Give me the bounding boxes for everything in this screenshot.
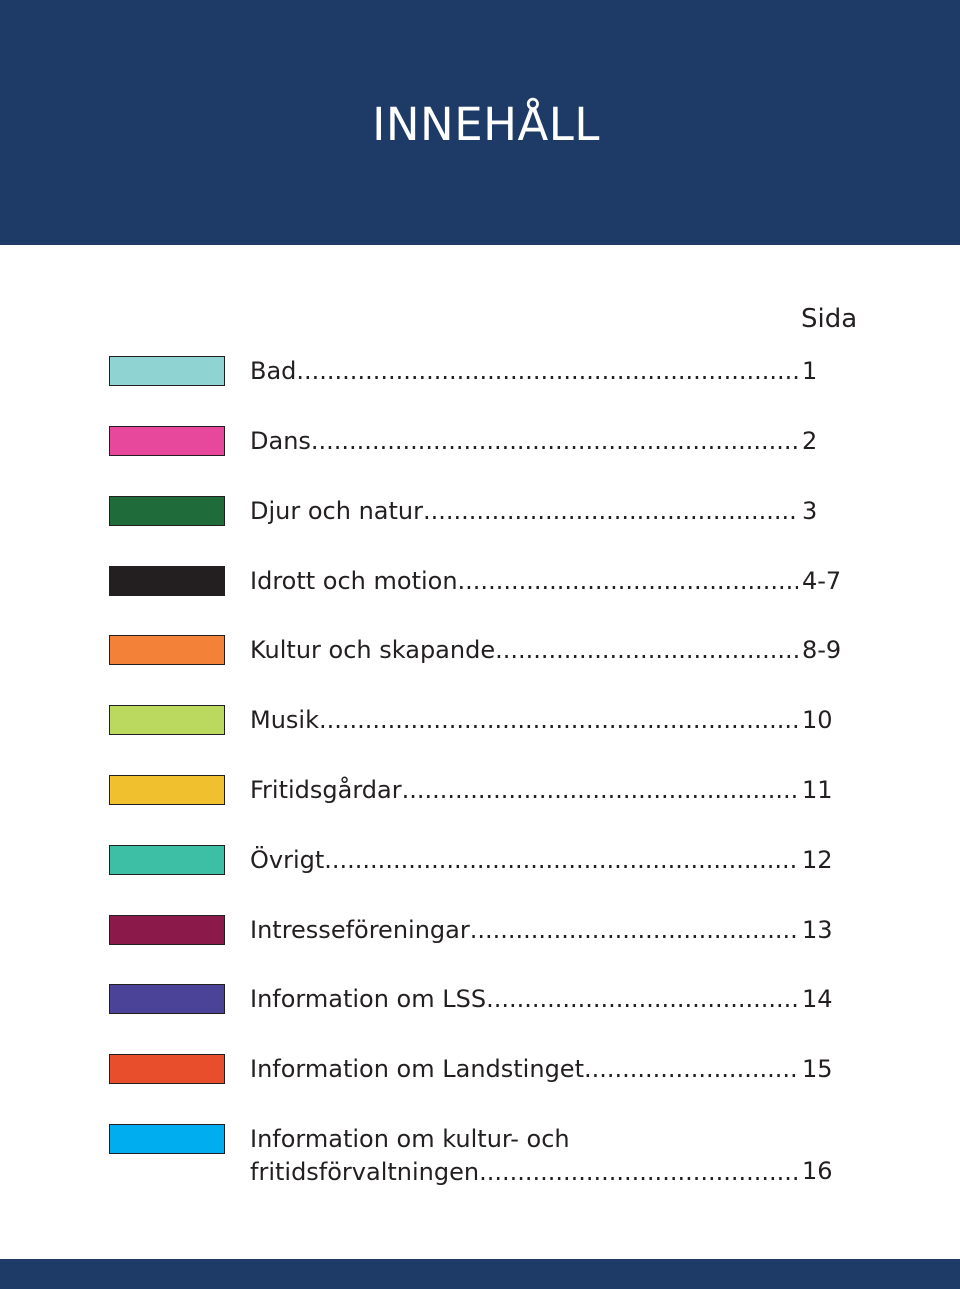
toc-label: Information om Landstinget [250,1055,584,1083]
toc-page-number: 2 [802,427,818,455]
page-title: INNEHÅLL [372,98,600,151]
leader-dots [423,496,798,526]
toc-label: Fritidsgårdar [250,776,402,804]
toc-label-line: Information om LSS [250,984,798,1014]
toc-label-line: fritidsförvaltningen [250,1157,798,1187]
leader-dots [311,426,798,456]
leader-dots [458,566,798,596]
leader-dots [470,915,798,945]
color-swatch [109,635,225,665]
leader-dots [319,705,798,735]
toc-page-number: 8-9 [802,636,842,664]
leader-dots [479,1157,798,1187]
leader-dots [584,1054,798,1084]
color-swatch [109,775,225,805]
leader-dots [402,775,798,805]
toc-page-number: 11 [802,776,833,804]
header-banner: INNEHÅLL [0,0,960,245]
leader-dots [495,635,798,665]
color-swatch [109,1124,225,1154]
toc-label-line: Dans [250,426,798,456]
toc-label-line: Bad [250,356,798,386]
toc-label-line: Intresseföreningar [250,915,798,945]
toc-label-line: Övrigt [250,845,798,875]
toc-label-line: Fritidsgårdar [250,775,798,805]
toc-label: Djur och natur [250,497,423,525]
toc-label: Dans [250,427,311,455]
toc-label: Intresseföreningar [250,916,470,944]
toc-label: Kultur och skapande [250,636,496,664]
toc-label: Information om LSS [250,985,487,1013]
color-swatch [109,915,225,945]
toc-label: Bad [250,357,297,385]
toc-page-number: 12 [802,846,833,874]
toc-label-line: Information om Landstinget [250,1054,798,1084]
color-swatch [109,1054,225,1084]
toc-label: Övrigt [250,846,325,874]
leader-dots [324,845,798,875]
toc-page-number: 3 [802,497,818,525]
toc-label-line: Kultur och skapande [250,635,798,665]
color-swatch [109,845,225,875]
color-swatch [109,984,225,1014]
toc-label-line: Idrott och motion [250,566,798,596]
toc-label-first-line: Information om kultur- och [250,1125,570,1153]
leader-dots [296,356,798,386]
color-swatch [109,356,225,386]
color-swatch [109,426,225,456]
toc-label: fritidsförvaltningen [250,1158,480,1186]
toc-label-line: Djur och natur [250,496,798,526]
toc-page-number: 10 [802,706,833,734]
toc-page-number: 14 [802,985,833,1013]
color-swatch [109,566,225,596]
color-swatch [109,705,225,735]
footer-bar [0,1259,960,1289]
toc-label: Musik [250,706,319,734]
toc-page-number: 1 [802,357,818,385]
toc-page-number: 4-7 [802,567,842,595]
toc-label: Idrott och motion [250,567,458,595]
toc-page-number: 15 [802,1055,833,1083]
toc-page-number: 16 [802,1157,833,1185]
leader-dots [486,984,798,1014]
toc-page-number: 13 [802,916,833,944]
toc-label-line: Musik [250,705,798,735]
page-column-header: Sida [801,304,858,334]
color-swatch [109,496,225,526]
